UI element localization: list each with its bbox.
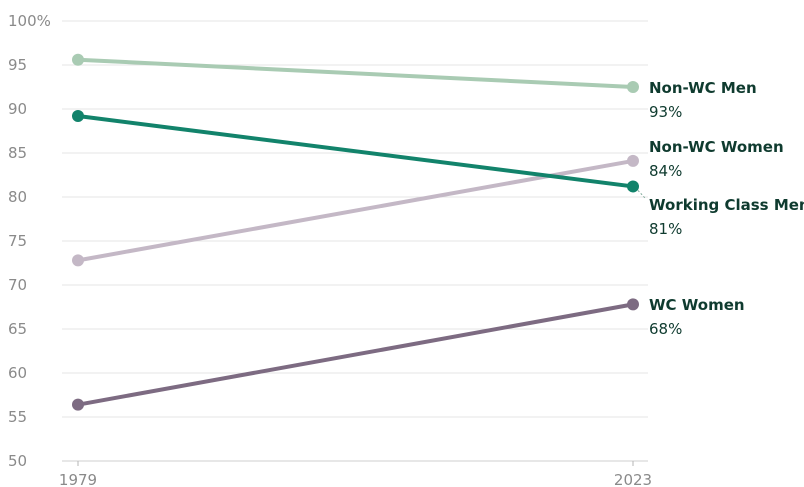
series-line xyxy=(76,114,635,189)
y-tick-label: 100% xyxy=(8,12,51,30)
label-connectors xyxy=(637,190,646,199)
y-tick-label: 55 xyxy=(8,408,27,426)
series-value-label: 93% xyxy=(649,103,682,121)
series-value-label: 81% xyxy=(649,220,682,238)
series-point xyxy=(627,180,639,193)
series-point xyxy=(72,398,84,411)
grid-layer xyxy=(62,20,648,466)
x-tick-label: 1979 xyxy=(59,471,97,487)
series-point xyxy=(627,154,639,167)
series-point xyxy=(627,81,639,93)
series-point xyxy=(72,110,84,123)
y-tick-labels: 100% 95 90 85 80 75 70 65 60 55 50 xyxy=(8,12,51,470)
series-line xyxy=(76,302,635,407)
label-connector xyxy=(637,190,646,199)
series-name-label: Working Class Men xyxy=(649,196,804,214)
y-tick-label: 60 xyxy=(8,364,27,382)
x-tick-labels: 1979 2023 xyxy=(59,471,652,487)
series-line xyxy=(76,158,635,263)
y-tick-label: 80 xyxy=(8,188,27,206)
x-tick-label: 2023 xyxy=(614,471,652,487)
y-tick-label: 70 xyxy=(8,276,27,294)
series-end-labels: Non-WC Men 93% Non-WC Women 84% Working Clas… xyxy=(649,79,804,338)
series-points xyxy=(72,53,639,411)
series-line xyxy=(76,57,635,89)
series-point xyxy=(627,298,639,311)
y-tick-label: 95 xyxy=(8,56,27,74)
series-value-label: 84% xyxy=(649,162,682,180)
y-tick-label: 85 xyxy=(8,144,27,162)
series-lines xyxy=(76,57,635,407)
y-tick-label: 75 xyxy=(8,232,27,250)
series-point xyxy=(72,53,84,66)
series-name-label: Non-WC Women xyxy=(649,138,784,156)
y-tick-label: 65 xyxy=(8,320,27,338)
series-value-label: 68% xyxy=(649,320,682,338)
series-name-label: Non-WC Men xyxy=(649,79,757,97)
series-point xyxy=(72,254,84,267)
y-tick-label: 90 xyxy=(8,100,27,118)
y-tick-label: 50 xyxy=(8,452,27,470)
series-name-label: WC Women xyxy=(649,296,745,314)
